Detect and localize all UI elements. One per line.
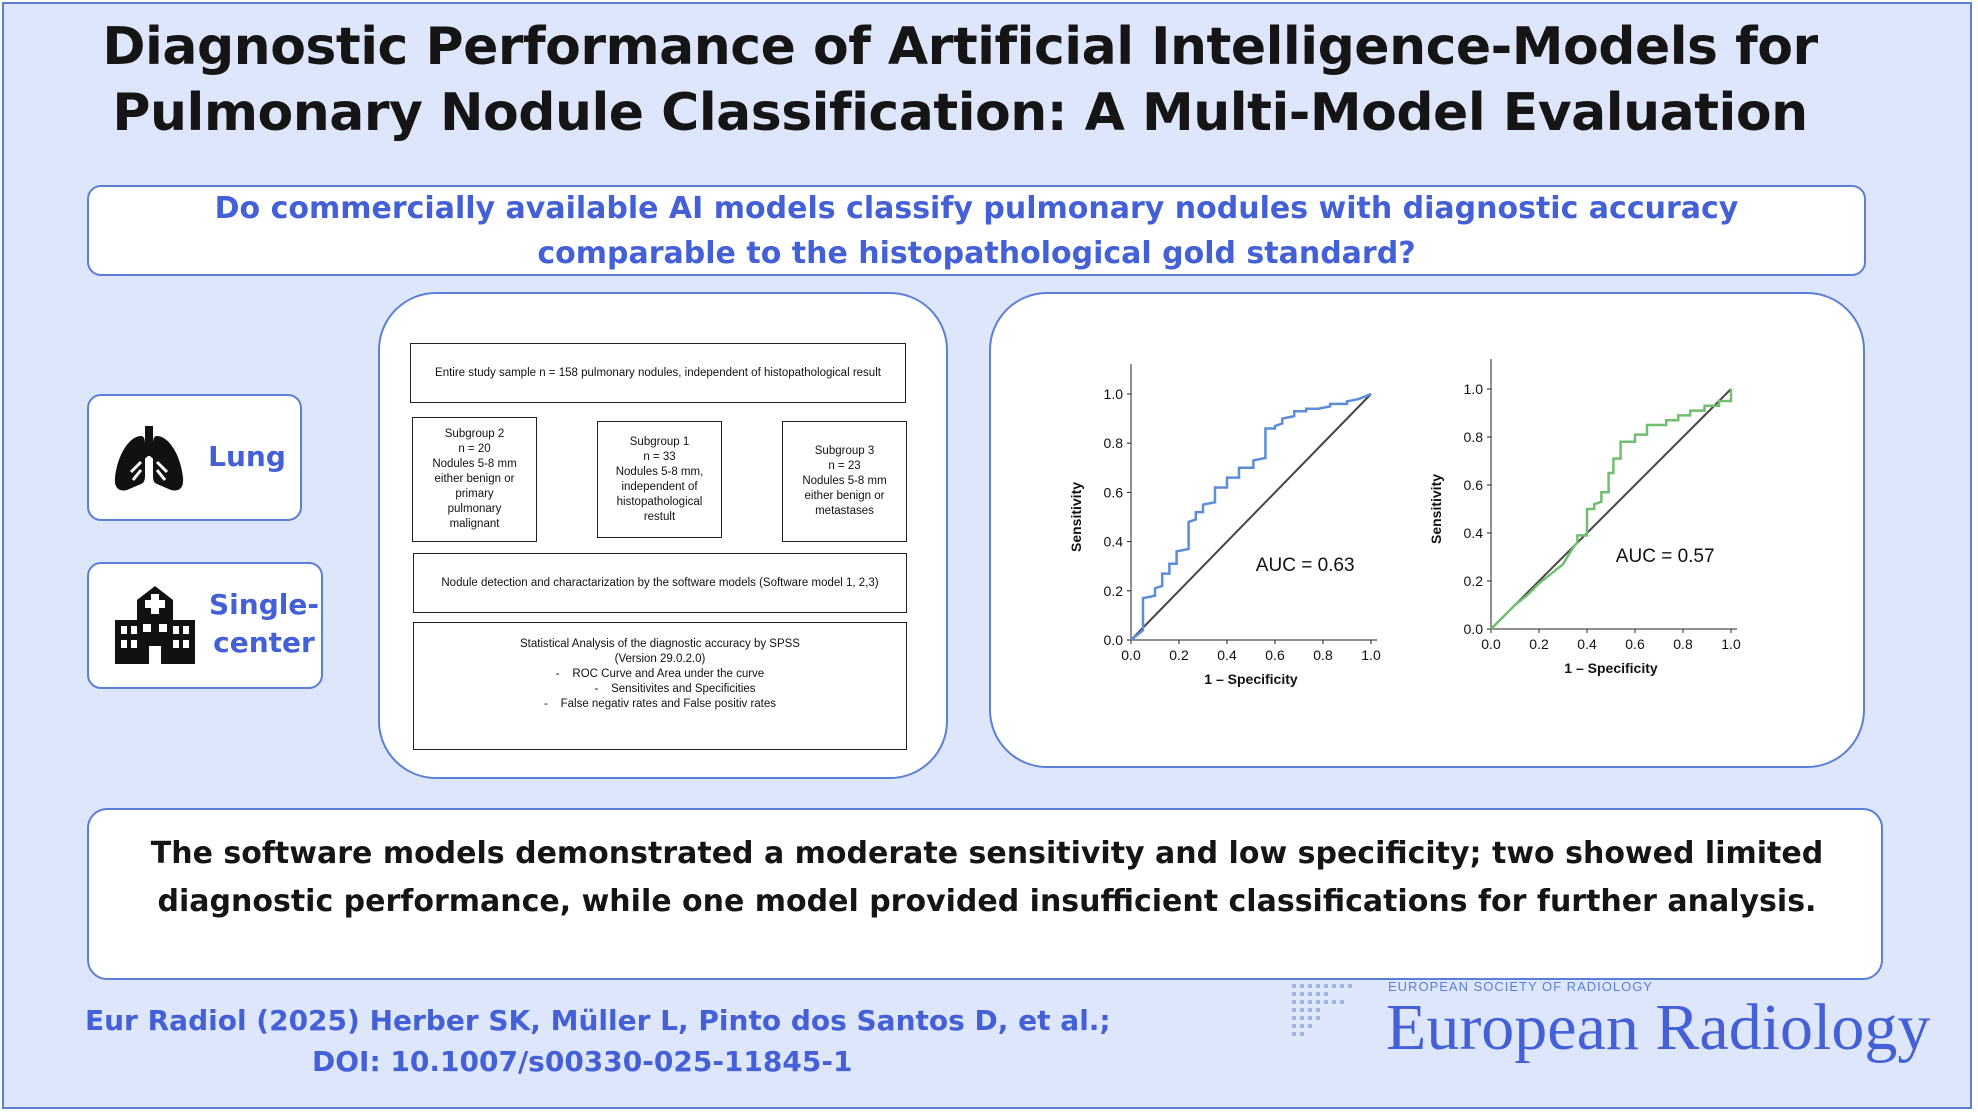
journal-name: European Radiology <box>1386 991 1931 1064</box>
hospital-icon <box>115 586 195 664</box>
title-line-2: Pulmonary Nodule Classification: A Multi… <box>112 83 1808 143</box>
research-question: Do commercially available AI models clas… <box>214 190 1739 271</box>
setting-label-line-2: center <box>213 626 315 659</box>
x-tick-label: 0.0 <box>1121 647 1141 663</box>
subgroup-3-line: metastases <box>815 505 874 517</box>
subgroup-2-line: either benign or <box>434 473 515 485</box>
statistics-bullet-text: ROC Curve and Area under the curve <box>572 668 765 680</box>
lungs-icon <box>114 426 184 491</box>
x-tick-label: 0.2 <box>1169 647 1189 663</box>
subgroup-1-line: n = 33 <box>643 450 676 463</box>
roc-chart-2: 0.0 0.2 0.4 0.6 0.8 1.0 0.0 0.2 0.4 0.6 0.8 1.0 1 – … <box>1431 359 1741 676</box>
research-question-box: Do commercially available AI models clas… <box>87 185 1866 276</box>
y-tick-label: 0.2 <box>1104 583 1124 599</box>
page-title: Diagnostic Performance of Artificial Int… <box>0 14 1920 146</box>
x-tick-label: 0.8 <box>1313 647 1333 663</box>
reference-diagonal <box>1130 393 1372 641</box>
x-tick-label: 0.4 <box>1217 647 1237 663</box>
statistics-line-2: (Version 29.0.2.0) <box>614 653 706 665</box>
subgroup-2-line: Nodules 5-8 mm <box>432 458 517 470</box>
subgroup-3-line: n = 23 <box>828 460 861 472</box>
y-tick-label: 0.0 <box>1104 632 1124 648</box>
y-tick-label: 1.0 <box>1104 386 1124 402</box>
x-axis-label: 1 – Specificity <box>1204 671 1298 687</box>
auc-annotation: AUC = 0.63 <box>1256 555 1355 576</box>
x-tick-label: 0.6 <box>1625 636 1645 652</box>
roc-curve <box>1490 389 1733 630</box>
journal-society: EUROPEAN SOCIETY OF RADIOLOGY <box>1388 979 1653 994</box>
x-tick-label: 0.2 <box>1529 636 1549 652</box>
subgroup-1-line: Nodules 5-8 mm, <box>615 465 704 478</box>
detection-box: Nodule detection and charactarization by… <box>413 553 907 613</box>
subgroup-1-line: histopathological <box>616 495 703 508</box>
title-line-1: Diagnostic Performance of Artificial Int… <box>102 17 1818 77</box>
setting-label: Single- center <box>205 586 323 662</box>
statistics-bullet: - Sensitivites and Specificities <box>594 683 756 695</box>
y-tick-label: 0.4 <box>1464 525 1484 541</box>
subgroup-3-line: either benign or <box>804 490 885 502</box>
statistics-line-1: Statistical Analysis of the diagnostic a… <box>520 638 800 650</box>
y-tick-label: 0.4 <box>1104 534 1124 550</box>
subgroup-2-box: Subgroup 2 n = 20 Nodules 5-8 mm either … <box>412 417 537 542</box>
y-tick-label: 0.8 <box>1104 435 1124 451</box>
statistics-bullet: - False negativ rates and False positiv … <box>543 698 777 710</box>
x-tick-label: 0.4 <box>1577 636 1597 652</box>
setting-label-line-1: Single- <box>209 588 319 621</box>
conclusion-box: The software models demonstrated a moder… <box>87 808 1883 980</box>
roc-curves-panel: 0.0 0.2 0.4 0.6 0.8 1.0 0.0 0.2 0.4 0.6 0.8 1.0 1 – … <box>989 292 1865 768</box>
statistics-bullet: - ROC Curve and Area under the curve <box>555 668 765 680</box>
subgroup-2-line: pulmonary <box>447 503 502 515</box>
x-axis-label: 1 – Specificity <box>1564 660 1658 676</box>
subgroup-3-line: Subgroup 3 <box>814 445 875 457</box>
x-tick-label: 0.6 <box>1265 647 1285 663</box>
y-axis-label: Sensitivity <box>1431 474 1444 544</box>
subgroup-1-line: independent of <box>621 480 698 493</box>
subgroup-2-line: Subgroup 2 <box>444 428 505 440</box>
statistics-bullet-text: False negativ rates and False positiv ra… <box>560 698 777 710</box>
y-tick-label: 0.6 <box>1104 484 1124 500</box>
entire-sample-box: Entire study sample n = 158 pulmonary no… <box>410 343 906 403</box>
roc-chart-1: 0.0 0.2 0.4 0.6 0.8 1.0 0.0 0.2 0.4 0.6 0.8 1.0 1 – … <box>1068 364 1381 687</box>
x-tick-label: 1.0 <box>1721 636 1741 652</box>
subgroup-2-line: malignant <box>449 518 500 530</box>
organ-tag: Lung <box>87 394 302 521</box>
citation-line-1: Eur Radiol (2025) Herber SK, Müller L, P… <box>85 1004 1111 1037</box>
subgroup-2-line: primary <box>455 488 494 500</box>
study-design-flowchart: Entire study sample n = 158 pulmonary no… <box>378 292 948 779</box>
y-tick-label: 1.0 <box>1464 381 1484 397</box>
subgroup-1-box: Subgroup 1 n = 33 Nodules 5-8 mm, indepe… <box>597 421 722 538</box>
x-tick-label: 0.0 <box>1481 636 1501 652</box>
journal-logo-mark <box>1292 984 1352 1036</box>
organ-label: Lung <box>208 440 286 473</box>
statistics-box: Statistical Analysis of the diagnostic a… <box>413 622 907 750</box>
citation-doi: DOI: 10.1007/s00330-025-11845-1 <box>312 1045 853 1078</box>
subgroup-2-line: n = 20 <box>458 443 491 455</box>
x-tick-label: 0.8 <box>1673 636 1693 652</box>
subgroup-3-line: Nodules 5-8 mm <box>802 475 887 487</box>
conclusion-text: The software models demonstrated a moder… <box>150 836 1824 919</box>
subgroup-1-line: restult <box>643 510 676 523</box>
y-tick-label: 0.0 <box>1464 621 1484 637</box>
y-axis-label: Sensitivity <box>1068 482 1084 552</box>
y-tick-label: 0.8 <box>1464 429 1484 445</box>
x-tick-label: 1.0 <box>1361 647 1381 663</box>
setting-tag: Single- center <box>87 562 323 689</box>
auc-annotation: AUC = 0.57 <box>1616 546 1715 567</box>
y-tick-label: 0.2 <box>1464 573 1484 589</box>
subgroup-1-line: Subgroup 1 <box>629 435 690 448</box>
statistics-bullet-text: Sensitivites and Specificities <box>611 683 756 695</box>
subgroup-3-box: Subgroup 3 n = 23 Nodules 5-8 mm either … <box>782 421 907 542</box>
roc-curve <box>1130 392 1372 641</box>
reference-diagonal <box>1490 388 1732 630</box>
y-tick-label: 0.6 <box>1464 477 1484 493</box>
